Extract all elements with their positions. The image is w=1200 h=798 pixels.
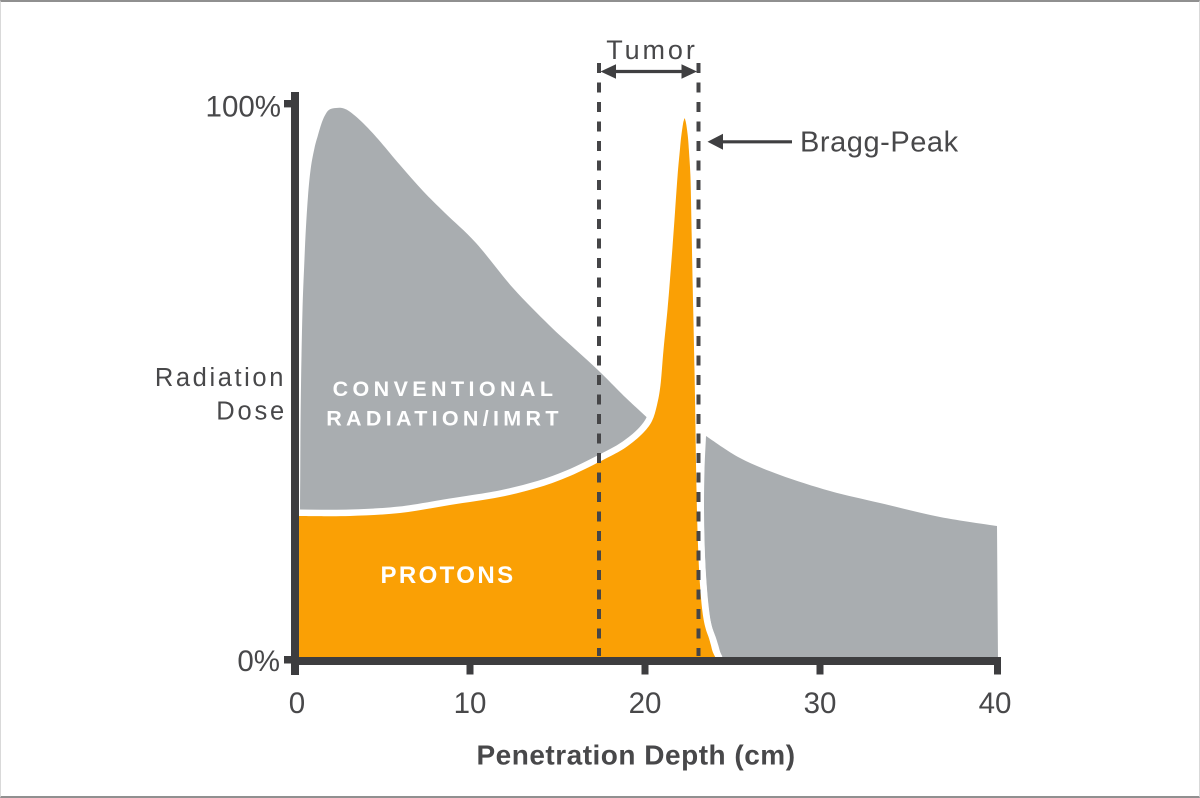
svg-text:PROTONS: PROTONS: [380, 562, 515, 589]
svg-text:100%: 100%: [206, 91, 281, 124]
svg-text:40: 40: [979, 687, 1012, 720]
svg-text:20: 20: [629, 687, 662, 720]
svg-text:CONVENTIONAL: CONVENTIONAL: [333, 377, 558, 401]
svg-text:0%: 0%: [237, 645, 280, 678]
svg-text:Bragg-Peak: Bragg-Peak: [800, 127, 959, 159]
svg-text:Radiation: Radiation: [155, 364, 286, 392]
svg-text:0: 0: [289, 687, 305, 720]
svg-text:10: 10: [454, 687, 487, 720]
svg-text:Dose: Dose: [216, 398, 287, 426]
svg-text:Tumor: Tumor: [606, 35, 698, 65]
svg-text:Penetration Depth (cm): Penetration Depth (cm): [476, 740, 795, 771]
svg-text:RADIATION/IMRT: RADIATION/IMRT: [326, 407, 563, 431]
svg-text:30: 30: [804, 687, 837, 720]
